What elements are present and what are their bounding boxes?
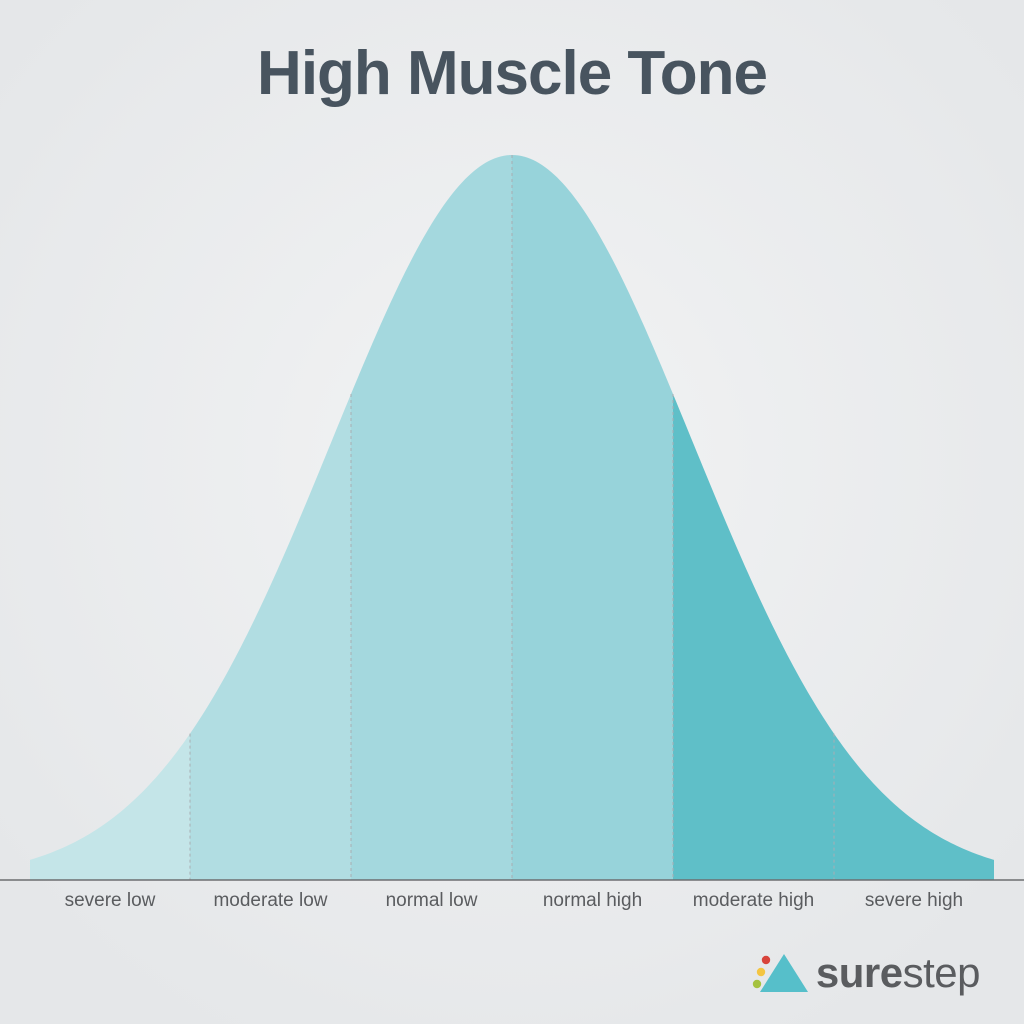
region-label: moderate high: [673, 890, 834, 912]
region-label: moderate low: [190, 890, 351, 912]
region-label: normal high: [512, 890, 673, 912]
region-label: severe low: [30, 890, 190, 912]
brand-logo: surestep: [752, 950, 980, 994]
logo-mark-icon: [752, 950, 810, 994]
infographic-canvas: High Muscle Tone severe lowmoderate lown…: [0, 0, 1024, 1024]
bell-curve-chart: [0, 0, 1024, 1024]
logo-text: surestep: [816, 952, 980, 994]
region-label: severe high: [834, 890, 994, 912]
region-label: normal low: [351, 890, 512, 912]
